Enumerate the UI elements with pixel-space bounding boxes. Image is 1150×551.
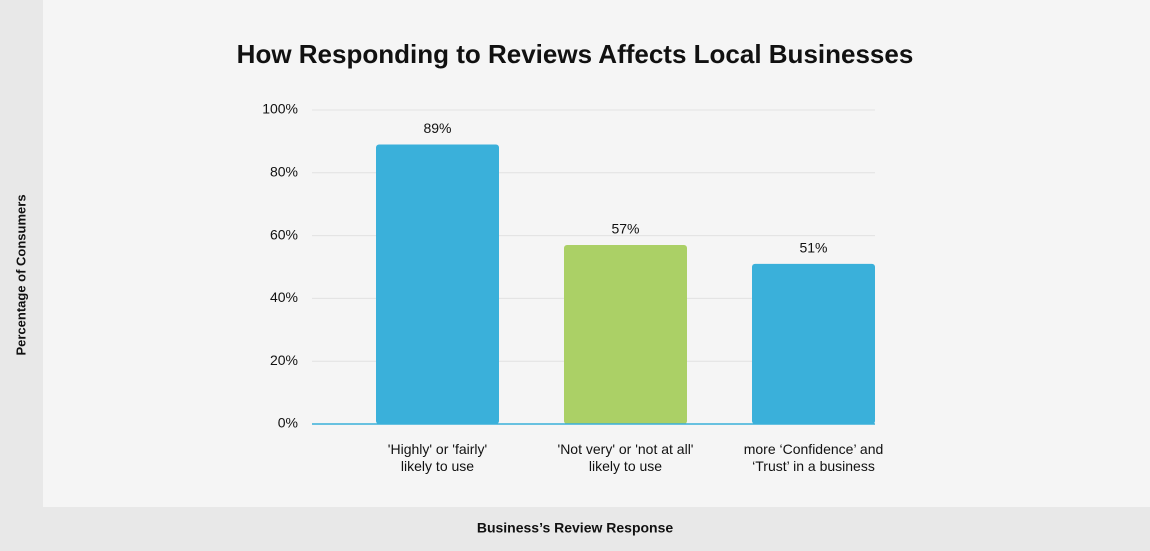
x-axis-band (43, 507, 1150, 551)
value-label: 57% (611, 221, 639, 237)
y-tick-label: 60% (270, 226, 298, 242)
bar (564, 245, 687, 424)
bar (376, 144, 499, 425)
chart-title: How Responding to Reviews Affects Local … (237, 39, 914, 69)
y-axis-label: Percentage of Consumers (13, 194, 28, 355)
y-tick-label: 100% (262, 101, 298, 117)
x-axis-label: Business’s Review Response (477, 520, 674, 536)
y-axis-band (0, 0, 43, 551)
x-tick-label: 'Not very' or 'not at all' likely to use (557, 441, 694, 474)
y-tick-label: 0% (278, 415, 298, 431)
y-tick-label: 80% (270, 164, 298, 180)
y-tick-label: 40% (270, 289, 298, 305)
x-tick-label: more ‘Confidence’ and ‘Trust’ in a busin… (743, 441, 884, 474)
value-label: 89% (423, 120, 451, 136)
y-tick-label: 20% (270, 352, 298, 368)
x-tick-label: 'Highly' or 'fairly' likely to use (387, 441, 488, 474)
bar (752, 263, 875, 424)
value-label: 51% (799, 240, 827, 256)
